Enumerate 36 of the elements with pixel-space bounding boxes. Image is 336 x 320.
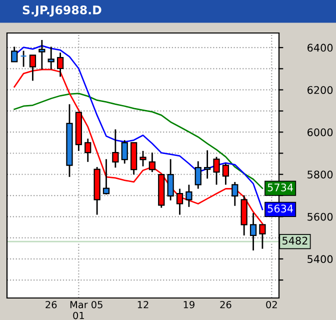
y-tick-label: 6000 <box>308 128 333 136</box>
candlestick <box>204 150 211 180</box>
candlestick <box>213 156 220 186</box>
candlestick <box>121 139 128 164</box>
candlestick <box>250 212 257 252</box>
candlestick <box>112 128 119 168</box>
candlestick <box>84 138 92 163</box>
candlestick <box>194 160 202 190</box>
candlestick <box>11 46 18 62</box>
x-tick-label: 19 <box>184 300 194 308</box>
candlestick <box>232 181 238 207</box>
y-tick-label: 5600 <box>308 212 333 221</box>
ref-line-label: 5482 <box>282 236 308 245</box>
y-tick-label: 6400 <box>308 44 333 52</box>
candlestick <box>140 150 146 168</box>
x-tick-label: 26 <box>220 300 232 308</box>
x-tick-label: 02 <box>266 300 277 308</box>
data-label: 5634 <box>268 204 293 212</box>
candlestick <box>176 188 184 216</box>
y-tick-label: 5400 <box>308 255 333 264</box>
candlestick <box>148 152 156 173</box>
y-tick-label: 6200 <box>308 86 333 94</box>
y-tick-label: 5800 <box>308 170 333 178</box>
candlestick <box>167 158 174 202</box>
candlestick <box>48 46 54 70</box>
candlestick <box>186 184 192 208</box>
x-tick-label: 05 <box>92 300 102 308</box>
candlestick <box>20 50 27 68</box>
x-tick-label: 12 <box>138 300 148 308</box>
x-tick-label: 26 <box>46 300 57 308</box>
data-label: 5734 <box>268 183 293 192</box>
x-tick-label: Mar 01 <box>70 301 88 320</box>
candlestick <box>222 162 230 186</box>
candlestick <box>38 39 46 70</box>
chart-title: S.JP.J6988.D <box>22 5 102 17</box>
candlestick <box>102 158 110 196</box>
